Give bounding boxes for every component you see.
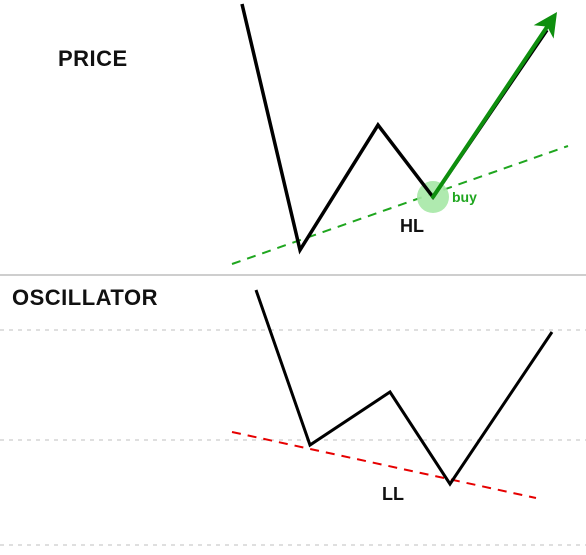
lower-low-label: LL xyxy=(382,484,404,504)
breakout-arrow xyxy=(433,18,553,197)
price-label: PRICE xyxy=(58,46,128,71)
higher-low-label: HL xyxy=(400,216,424,236)
price-line xyxy=(242,4,547,250)
oscillator-label: OSCILLATOR xyxy=(12,285,158,310)
buy-label: buy xyxy=(452,189,477,205)
price-trendline xyxy=(232,146,568,264)
oscillator-line xyxy=(256,290,552,484)
